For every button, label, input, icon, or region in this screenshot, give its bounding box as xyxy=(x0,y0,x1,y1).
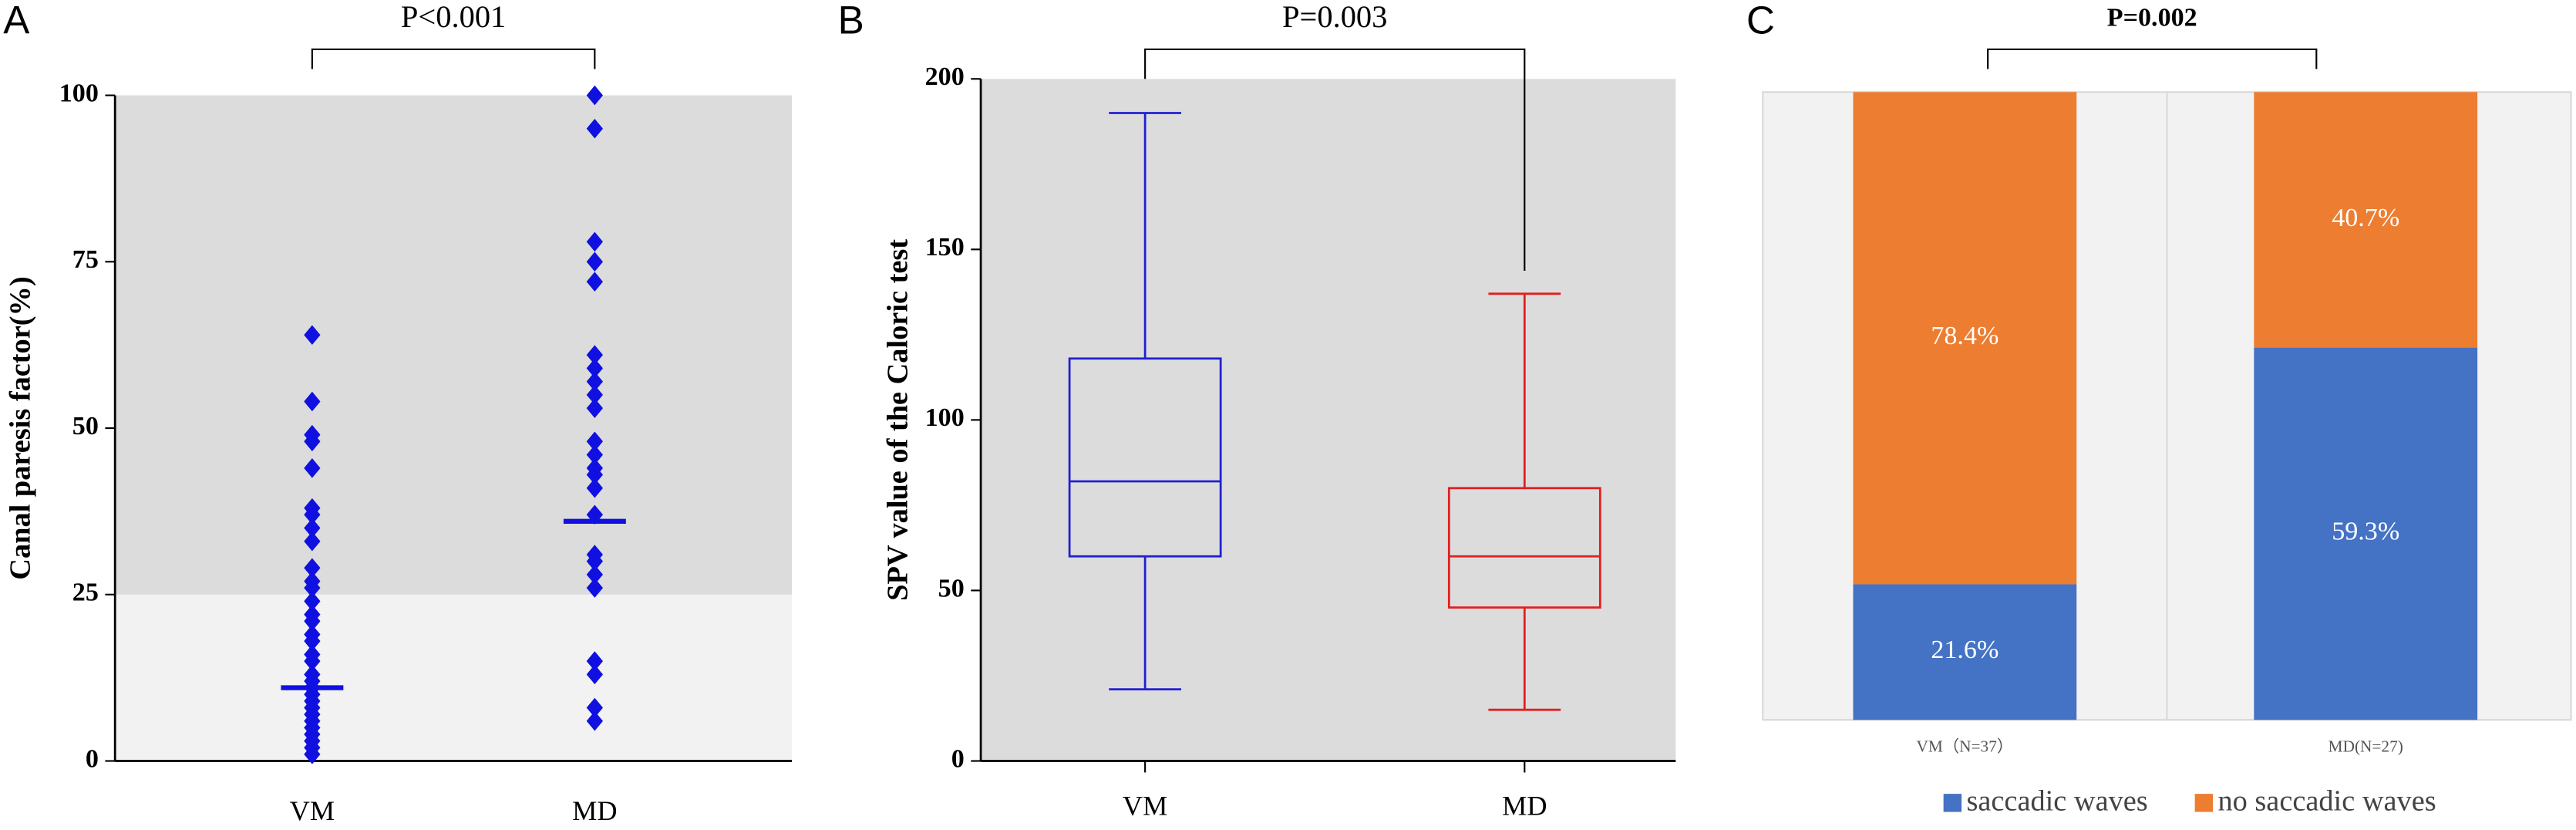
x-tick-label: VM（N=37） xyxy=(1917,737,2014,755)
y-tick-label: 100 xyxy=(925,403,965,432)
y-tick-label: 200 xyxy=(925,62,965,91)
bar-segment xyxy=(2254,92,2478,348)
y-tick-label: 50 xyxy=(72,412,99,440)
plot-background xyxy=(981,79,1676,761)
value-label: 21.6% xyxy=(1931,636,1999,664)
significance-label: P=0.002 xyxy=(2107,3,2197,32)
y-tick-label: 100 xyxy=(59,79,99,107)
y-tick-label: 0 xyxy=(86,744,99,773)
background-band xyxy=(115,95,793,595)
y-axis-title: Canal paresis factor(%) xyxy=(5,276,37,579)
value-label: 59.3% xyxy=(2332,518,2399,546)
background-band xyxy=(115,594,793,761)
y-tick-label: 50 xyxy=(938,574,965,602)
panel-label: B xyxy=(838,0,864,42)
significance-bracket xyxy=(1144,48,1526,271)
box xyxy=(1068,357,1222,558)
panel-label: C xyxy=(1746,0,1775,42)
significance-label: P=0.003 xyxy=(1282,0,1387,34)
legend-label: no saccadic waves xyxy=(2217,785,2436,818)
y-tick-label: 0 xyxy=(951,744,965,773)
y-axis-title: SPV value of the Caloric test xyxy=(881,239,914,601)
x-tick-label: VM xyxy=(1123,791,1167,822)
y-tick-label: 75 xyxy=(72,245,99,274)
legend-swatch xyxy=(2194,794,2214,812)
x-tick-label: MD xyxy=(572,795,617,826)
bar-segment xyxy=(2254,347,2478,720)
legend-swatch xyxy=(1943,794,1962,812)
y-tick-label: 150 xyxy=(925,233,965,261)
legend-label: saccadic waves xyxy=(1966,785,2147,818)
y-tick-label: 25 xyxy=(72,579,99,607)
panel-label: A xyxy=(3,0,29,42)
x-tick-label: MD xyxy=(1502,791,1547,822)
bar-segment xyxy=(1853,584,2077,720)
significance-label: P<0.001 xyxy=(401,0,506,34)
x-tick-label: MD(N=27) xyxy=(2329,737,2403,755)
significance-bracket xyxy=(1987,48,2318,69)
value-label: 78.4% xyxy=(1931,322,1999,350)
bar-segment xyxy=(1853,92,2077,585)
x-tick-label: VM xyxy=(290,795,335,826)
significance-bracket xyxy=(311,48,596,69)
value-label: 40.7% xyxy=(2332,204,2399,232)
